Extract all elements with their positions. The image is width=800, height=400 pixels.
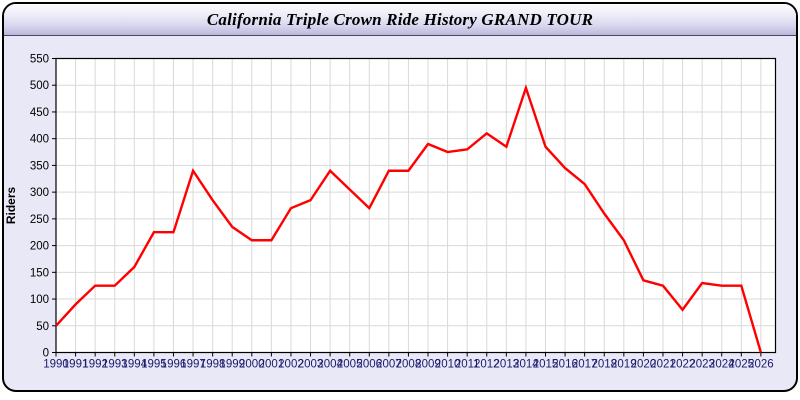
svg-text:1991: 1991 (63, 359, 89, 371)
svg-text:300: 300 (30, 187, 49, 199)
svg-text:100: 100 (30, 294, 49, 306)
svg-text:2007: 2007 (376, 359, 402, 371)
svg-text:1998: 1998 (200, 359, 226, 371)
page-title: California Triple Crown Ride History GRA… (206, 9, 594, 29)
svg-text:2013: 2013 (494, 359, 520, 371)
svg-text:0: 0 (43, 348, 49, 360)
svg-text:1992: 1992 (82, 359, 108, 371)
svg-text:2026: 2026 (748, 359, 774, 371)
svg-text:2006: 2006 (356, 359, 382, 371)
svg-text:2021: 2021 (650, 359, 676, 371)
svg-text:350: 350 (30, 160, 49, 172)
svg-text:1995: 1995 (141, 359, 167, 371)
svg-text:2014: 2014 (513, 359, 539, 371)
svg-text:2023: 2023 (689, 359, 715, 371)
svg-text:2011: 2011 (455, 359, 480, 371)
svg-text:50: 50 (36, 321, 49, 333)
svg-text:1997: 1997 (180, 359, 206, 371)
svg-text:2009: 2009 (415, 359, 441, 371)
svg-text:2012: 2012 (474, 359, 500, 371)
svg-text:450: 450 (30, 107, 49, 119)
svg-text:2020: 2020 (631, 359, 657, 371)
svg-text:2016: 2016 (552, 359, 578, 371)
svg-text:1994: 1994 (122, 359, 148, 371)
svg-text:2015: 2015 (533, 359, 559, 371)
svg-text:2002: 2002 (278, 359, 304, 371)
svg-text:2004: 2004 (317, 359, 343, 371)
svg-text:2000: 2000 (239, 359, 265, 371)
svg-text:1990: 1990 (43, 359, 69, 371)
svg-text:2003: 2003 (298, 359, 324, 371)
svg-text:2025: 2025 (729, 359, 755, 371)
svg-text:150: 150 (30, 267, 49, 279)
svg-text:1996: 1996 (161, 359, 187, 371)
svg-text:2005: 2005 (337, 359, 363, 371)
svg-text:250: 250 (30, 214, 49, 226)
svg-text:2022: 2022 (670, 359, 696, 371)
title-bar: California Triple Crown Ride History GRA… (4, 4, 796, 36)
svg-text:2019: 2019 (611, 359, 637, 371)
svg-text:2024: 2024 (709, 359, 735, 371)
svg-text:500: 500 (30, 80, 49, 92)
svg-text:200: 200 (30, 241, 49, 253)
svg-text:550: 550 (30, 54, 49, 66)
svg-text:2001: 2001 (259, 359, 285, 371)
svg-text:2018: 2018 (591, 359, 617, 371)
svg-text:2010: 2010 (435, 359, 461, 371)
svg-text:1993: 1993 (102, 359, 128, 371)
svg-text:400: 400 (30, 134, 49, 146)
svg-text:1999: 1999 (219, 359, 245, 371)
svg-text:Riders: Riders (4, 187, 18, 225)
svg-text:2008: 2008 (396, 359, 422, 371)
svg-text:2017: 2017 (572, 359, 598, 371)
